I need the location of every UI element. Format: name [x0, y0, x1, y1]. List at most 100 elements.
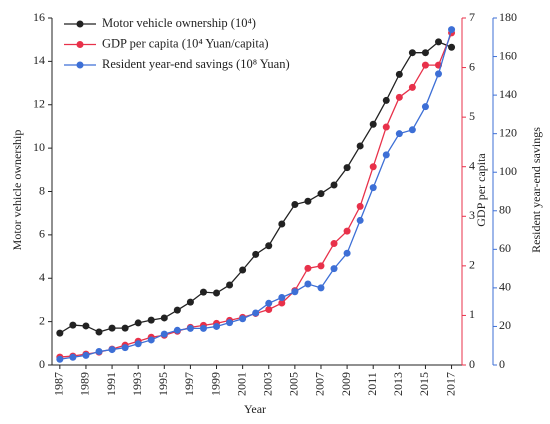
- data-point: [421, 49, 429, 57]
- y2-axis-label: GDP per capita: [474, 153, 488, 227]
- x-tick-label: 2015: [417, 372, 431, 396]
- y-tick-label: 14: [33, 53, 45, 67]
- data-point: [121, 344, 129, 352]
- y2-tick-label: 1: [469, 307, 475, 321]
- data-point: [343, 227, 351, 235]
- data-point: [199, 288, 207, 296]
- data-point: [330, 265, 338, 273]
- x-tick-label: 1995: [156, 372, 170, 396]
- x-tick-label: 1987: [52, 372, 66, 396]
- y2-tick-label: 6: [469, 59, 475, 73]
- y3-tick-label: 60: [499, 241, 511, 255]
- y3-tick-label: 20: [499, 318, 511, 332]
- data-point: [356, 142, 364, 150]
- y-tick-label: 4: [39, 270, 45, 284]
- data-point: [317, 190, 325, 198]
- data-point: [226, 281, 234, 289]
- y3-axis-label: Resident year-end savings: [529, 127, 543, 253]
- data-point: [82, 322, 90, 330]
- data-point: [369, 163, 377, 171]
- data-point: [69, 321, 77, 329]
- data-point: [121, 324, 129, 332]
- data-point: [108, 346, 116, 354]
- data-point: [252, 309, 260, 317]
- data-point: [95, 348, 103, 356]
- data-point: [304, 264, 312, 272]
- data-point: [291, 201, 299, 209]
- x-tick-label: 2009: [339, 372, 353, 396]
- y2-tick-label: 2: [469, 258, 475, 272]
- data-point: [369, 184, 377, 192]
- data-point: [343, 164, 351, 172]
- data-point: [408, 126, 416, 134]
- y3-tick-label: 120: [499, 125, 517, 139]
- data-point: [330, 181, 338, 189]
- data-point: [369, 120, 377, 128]
- y3-tick-label: 180: [499, 10, 517, 24]
- y3-tick-label: 100: [499, 164, 517, 178]
- x-tick-label: 2003: [261, 372, 275, 396]
- y2-tick-label: 0: [469, 357, 475, 371]
- data-point: [278, 294, 286, 302]
- data-point: [108, 324, 116, 332]
- data-point: [291, 288, 299, 296]
- data-point: [395, 70, 403, 78]
- data-point: [160, 330, 168, 338]
- y2-tick-label: 4: [469, 158, 475, 172]
- series-line: [59, 32, 453, 358]
- data-point: [448, 26, 456, 34]
- y2-tick-label: 3: [469, 208, 475, 222]
- data-point: [134, 319, 142, 327]
- y-tick-label: 6: [39, 227, 45, 241]
- legend-marker: [76, 41, 84, 48]
- data-point: [317, 284, 325, 292]
- x-tick-label: 2001: [234, 372, 248, 396]
- y3-tick-label: 40: [499, 280, 511, 294]
- y-axis-label: Motor vehicle ownership: [10, 130, 24, 251]
- data-point: [408, 83, 416, 91]
- data-point: [278, 220, 286, 228]
- x-tick-label: 2011: [365, 372, 379, 396]
- data-point: [265, 242, 273, 250]
- data-point: [265, 299, 273, 307]
- legend-marker: [76, 20, 84, 28]
- y-tick-label: 2: [39, 313, 45, 327]
- data-point: [82, 351, 90, 359]
- data-point: [56, 355, 64, 363]
- x-tick-label: 1989: [78, 372, 92, 396]
- data-point: [434, 38, 442, 46]
- data-point: [134, 340, 142, 348]
- data-point: [147, 336, 155, 344]
- data-point: [186, 298, 194, 306]
- data-point: [382, 123, 390, 131]
- legend-label: GDP per capita (10⁴ Yuan/capita): [102, 36, 269, 50]
- data-point: [395, 93, 403, 101]
- data-point: [199, 324, 207, 332]
- data-point: [304, 197, 312, 205]
- legend-label: Motor vehicle ownership (10⁴): [102, 16, 256, 30]
- data-point: [213, 322, 221, 330]
- x-tick-label: 2013: [391, 372, 405, 396]
- x-axis-label: Year: [244, 402, 266, 416]
- data-point: [434, 70, 442, 78]
- y-tick-label: 10: [33, 140, 45, 154]
- y-tick-label: 8: [39, 183, 45, 197]
- data-point: [356, 216, 364, 224]
- data-point: [408, 49, 416, 57]
- data-point: [304, 280, 312, 288]
- data-point: [330, 240, 338, 248]
- data-point: [343, 249, 351, 257]
- data-point: [173, 306, 181, 314]
- y2-tick-label: 7: [469, 10, 475, 24]
- data-point: [95, 328, 103, 336]
- data-point: [56, 329, 64, 337]
- x-tick-label: 1997: [182, 372, 196, 396]
- x-tick-label: 1999: [208, 372, 222, 396]
- series-line: [59, 41, 452, 334]
- y-tick-label: 16: [33, 10, 45, 24]
- x-tick-label: 1991: [104, 372, 118, 396]
- data-point: [186, 324, 194, 332]
- data-point: [239, 266, 247, 274]
- data-point: [265, 305, 273, 313]
